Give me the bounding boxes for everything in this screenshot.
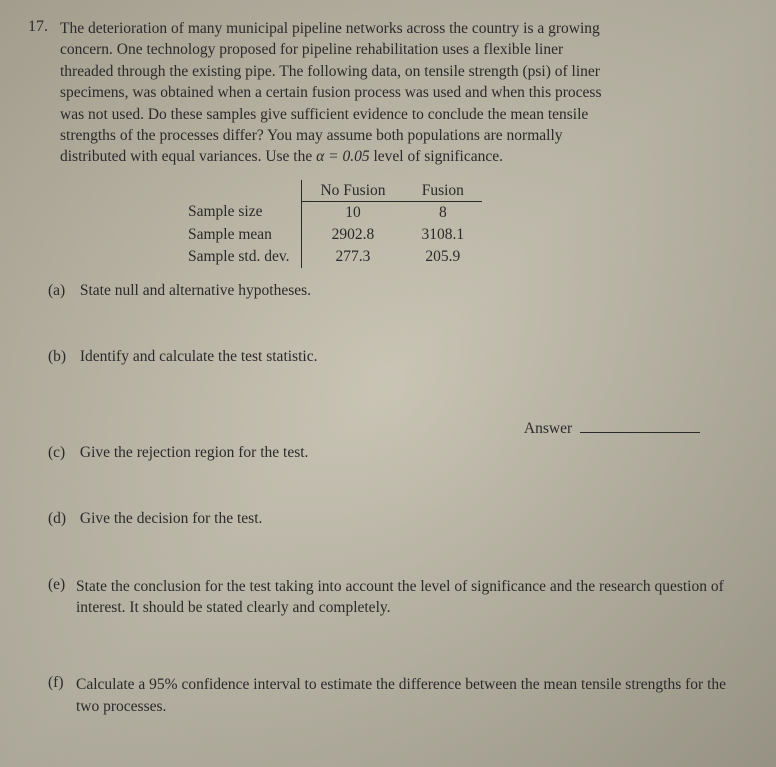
alpha-expression: α = 0.05 (316, 148, 369, 165)
problem-text: The deterioration of many municipal pipe… (60, 18, 602, 168)
part-d: (d) Give the decision for the test. (48, 510, 748, 528)
table-row: Sample std. dev. 277.3 205.9 (188, 246, 482, 268)
part-a-text: State null and alternative hypotheses. (80, 282, 311, 299)
part-a-label: (a) (48, 282, 76, 300)
problem-line5: was not used. Do these samples give suff… (60, 106, 588, 123)
answer-blank: Answer (524, 420, 700, 438)
part-c-label: (c) (48, 444, 76, 462)
row-label-std: Sample std. dev. (188, 246, 302, 268)
cell-nofusion-size: 10 (302, 201, 404, 224)
part-c-text: Give the rejection region for the test. (80, 444, 309, 461)
cell-fusion-size: 8 (404, 201, 483, 224)
table-header-nofusion: No Fusion (302, 180, 404, 202)
answer-label: Answer (524, 420, 572, 437)
problem-line2: concern. One technology proposed for pip… (60, 41, 563, 58)
part-d-label: (d) (48, 510, 76, 528)
part-d-text: Give the decision for the test. (80, 510, 263, 527)
cell-fusion-std: 205.9 (404, 246, 483, 268)
problem-line7a: distributed with equal variances. Use th… (60, 148, 316, 165)
part-b: (b) Identify and calculate the test stat… (48, 348, 748, 366)
part-b-text: Identify and calculate the test statisti… (80, 348, 318, 365)
part-e: (e) State the conclusion for the test ta… (48, 576, 748, 619)
cell-fusion-mean: 3108.1 (404, 224, 483, 246)
part-e-label: (e) (48, 576, 76, 619)
data-table: No Fusion Fusion Sample size 10 8 Sample… (188, 180, 482, 268)
problem-header: 17. The deterioration of many municipal … (28, 18, 748, 168)
problem-number: 17. (28, 18, 60, 168)
problem-line3: threaded through the existing pipe. The … (60, 63, 600, 80)
problem-line4: specimens, was obtained when a certain f… (60, 84, 602, 101)
row-label-mean: Sample mean (188, 224, 302, 246)
answer-underline (580, 432, 700, 433)
part-f: (f) Calculate a 95% confidence interval … (48, 674, 748, 717)
table-row: Sample mean 2902.8 3108.1 (188, 224, 482, 246)
part-f-text: Calculate a 95% confidence interval to e… (76, 674, 748, 717)
cell-nofusion-mean: 2902.8 (302, 224, 404, 246)
table-corner (188, 180, 302, 202)
table-row: Sample size 10 8 (188, 201, 482, 224)
cell-nofusion-std: 277.3 (302, 246, 404, 268)
part-a: (a) State null and alternative hypothese… (48, 282, 748, 300)
table-header-fusion: Fusion (404, 180, 483, 202)
problem-line7b: level of significance. (370, 148, 503, 165)
part-f-label: (f) (48, 674, 76, 717)
row-label-size: Sample size (188, 201, 302, 224)
problem-line6: strengths of the processes differ? You m… (60, 127, 563, 144)
problem-line1: The deterioration of many municipal pipe… (60, 20, 600, 37)
part-b-label: (b) (48, 348, 76, 366)
part-e-text: State the conclusion for the test taking… (76, 576, 748, 619)
part-c: (c) Give the rejection region for the te… (48, 444, 748, 462)
